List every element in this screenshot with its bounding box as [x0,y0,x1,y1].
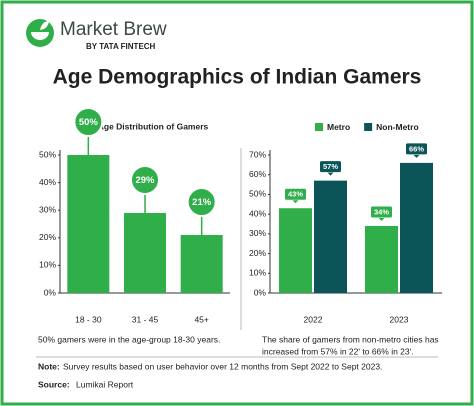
x-tick-label: 2023 [390,314,409,324]
callout-bubble [73,107,104,137]
legend-label: Metro [327,122,350,132]
y-tick-label: 20% [249,248,266,258]
y-tick-label: 40% [39,177,56,187]
x-tick-label: 31 - 45 [132,314,159,324]
logo-bowl [31,32,49,40]
y-tick-label: 50% [249,189,266,199]
page-title: Age Demographics of Indian Gamers [53,66,422,89]
value-label-pointer [413,154,420,158]
x-tick-label: 2022 [304,314,323,324]
value-label: 34% [374,207,389,216]
x-tick-label: 45+ [194,314,208,324]
value-label: 57% [323,162,338,171]
bar [180,235,223,293]
caption: 50% gamers were in the age-group 18-30 y… [38,334,220,344]
y-tick-label: 10% [39,260,56,270]
bar [279,208,312,293]
logo-leaf [40,21,49,30]
value-label-pointer [292,200,299,204]
legend-swatch [315,123,323,131]
y-tick-label: 70% [249,149,266,159]
y-tick-label: 30% [39,204,56,214]
caption: increased from 57% in 22' to 66% in 23'. [262,346,414,356]
y-tick-label: 20% [39,232,56,242]
bar [124,212,166,293]
callout-bubble [186,187,217,218]
value-label-pointer [378,217,385,221]
note: Survey results based on user behavior ov… [63,361,382,371]
brand-sub: BY TATA FINTECH [86,42,156,51]
value-label: 66% [409,144,424,153]
note-label: Note: [38,361,60,371]
y-tick-label: 0% [254,287,267,297]
value-label: 29% [135,175,155,186]
caption: The share of gamers from non-metro citie… [262,334,439,344]
brand: Market Brew [60,19,167,40]
source: Lumikai Report [76,379,134,389]
callout-bubble [130,164,160,195]
legend-swatch [364,123,373,131]
value-label: 50% [79,117,99,128]
source-label: Source: [38,379,70,389]
y-tick-label: 0% [44,287,57,297]
y-tick-label: 50% [39,149,56,159]
legend-label: Non-Metro [376,122,419,132]
bar [400,162,433,293]
y-tick-label: 60% [249,169,266,179]
y-tick-label: 40% [249,208,266,218]
y-tick-label: 30% [249,228,266,238]
y-tick-label: 10% [249,268,266,278]
x-tick-label: 18 - 30 [75,314,102,324]
value-label: 21% [192,197,212,208]
chart-title: Age Distribution of Gamers [98,121,209,131]
bar [314,180,347,293]
value-label-pointer [327,172,334,176]
bar [67,155,110,293]
value-label: 43% [288,190,303,199]
logo: Market Brew BY TATA FINTECH [26,19,167,51]
bar [365,225,398,293]
